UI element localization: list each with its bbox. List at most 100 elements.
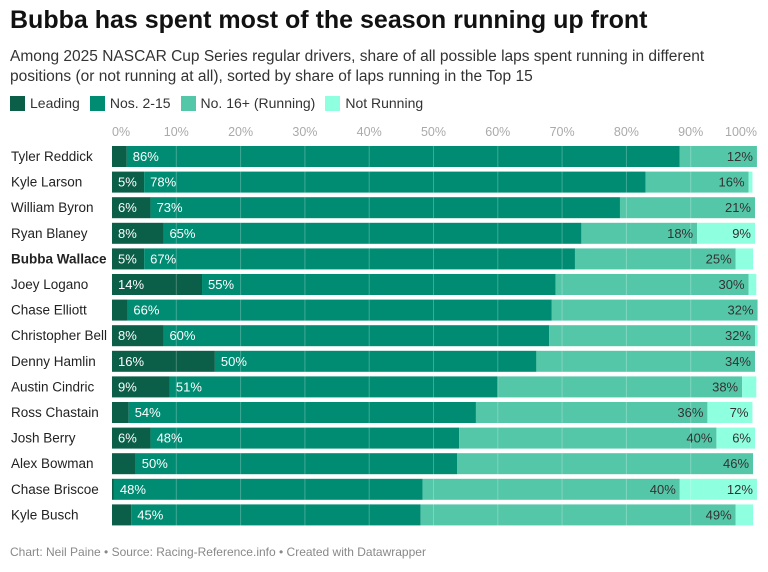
x-tick-label: 0% [112,125,130,139]
x-tick-label: 40% [357,125,382,139]
legend-item-not-running: Not Running [325,95,423,111]
row-label: Chase Elliott [11,303,87,318]
x-tick-label: 10% [164,125,189,139]
data-label: 25% [706,251,732,266]
x-tick-label: 90% [678,125,703,139]
data-label: 32% [728,303,754,318]
bar-segment-leading [112,248,145,270]
row-label: Denny Hamlin [11,354,96,369]
row-label: Joey Logano [11,277,88,292]
data-label: 50% [142,456,168,471]
bar-segment-leading [112,222,164,244]
data-label: 78% [150,175,176,190]
row-label: Christopher Bell [11,328,107,343]
row-label: Bubba Wallace [11,251,107,266]
data-label: 66% [133,303,159,318]
bar-segment-nos-2-15 [135,453,458,475]
data-label: 9% [118,379,137,394]
data-label: 67% [150,251,176,266]
legend-item-16plus: No. 16+ (Running) [180,95,316,111]
bar-segment-no-16-running- [497,376,743,398]
row-label: William Byron [11,200,94,215]
data-label: 86% [133,149,159,164]
bar-segment-not-running [679,478,757,500]
bar-segment-nos-2-15 [150,197,620,219]
bar-segment-leading [112,274,203,295]
bar-segment-leading [112,453,136,475]
bar-segment-leading [112,376,170,398]
bar-segment-no-16-running- [551,299,758,321]
data-label: 60% [169,328,195,343]
x-tick-label: 100% [725,125,757,139]
row-label: Josh Berry [11,431,76,446]
data-label: 6% [118,200,137,215]
data-label: 51% [176,379,202,394]
legend-label: Not Running [345,95,424,111]
data-label: 36% [677,405,703,420]
data-label: 5% [118,251,137,266]
bar-segment-not-running [748,274,757,295]
bar-segment-leading [112,325,164,347]
data-label: 12% [727,149,753,164]
bar-segment-nos-2-15 [163,325,550,347]
row-label: Austin Cindric [11,379,95,394]
bar-segment-leading [112,299,128,321]
bar-segment-not-running [742,376,757,398]
legend-item-top15: Nos. 2-15 [89,95,171,111]
data-label: 48% [120,482,146,497]
bar-segment-leading [112,402,129,423]
bar-segment-nos-2-15 [131,504,421,526]
data-label: 45% [137,507,163,522]
legend-swatch [89,95,105,111]
data-label: 48% [157,431,183,446]
row-label: Ross Chastain [11,405,99,420]
bar-segment-nos-2-15 [127,299,552,321]
row-label: Kyle Larson [11,175,82,190]
data-label: 54% [135,405,161,420]
bar-segment-nos-2-15 [163,222,582,244]
bar-segment-leading [112,146,127,167]
bar-segment-nos-2-15 [144,248,575,270]
x-tick-label: 20% [228,125,253,139]
row-label: Ryan Blaney [11,226,88,241]
data-label: 7% [730,405,749,420]
bar-segment-leading [112,350,215,372]
bar-segment-no-16-running- [536,350,755,372]
row-label: Tyler Reddick [11,149,93,164]
row-label: Chase Briscoe [11,482,99,497]
data-label: 50% [221,354,247,369]
row-label: Kyle Busch [11,507,79,522]
data-label: 16% [118,354,144,369]
data-label: 12% [727,482,753,497]
bar-segment-no-16-running- [420,504,736,526]
legend-label: No. 16+ (Running) [200,95,316,111]
bar-segment-no-16-running- [581,222,698,244]
bar-segment-nos-2-15 [169,376,498,398]
data-label: 21% [725,200,751,215]
bar-segment-leading [112,197,151,219]
bar-segment-nos-2-15 [126,146,680,167]
bar-segment-no-16-running- [555,274,749,295]
data-label: 14% [118,277,144,292]
data-label: 6% [732,431,751,446]
bar-segment-nos-2-15 [150,427,460,449]
data-label: 9% [732,226,751,241]
x-tick-label: 70% [550,125,575,139]
data-label: 46% [723,456,749,471]
legend-swatch [325,95,341,111]
bar-segment-not-running [735,504,754,526]
bar-segment-leading [112,478,114,500]
legend-item-leading: Leading [10,95,80,111]
data-label: 16% [719,175,745,190]
bar-segment-not-running [755,325,758,347]
x-tick-label: 60% [485,125,510,139]
data-label: 5% [118,175,137,190]
bar-segment-not-running [697,222,755,244]
data-label: 40% [650,482,676,497]
bar-segment-leading [112,171,145,193]
data-label: 34% [725,354,751,369]
bar-segment-nos-2-15 [214,350,537,372]
bar-segment-no-16-running- [549,325,755,347]
